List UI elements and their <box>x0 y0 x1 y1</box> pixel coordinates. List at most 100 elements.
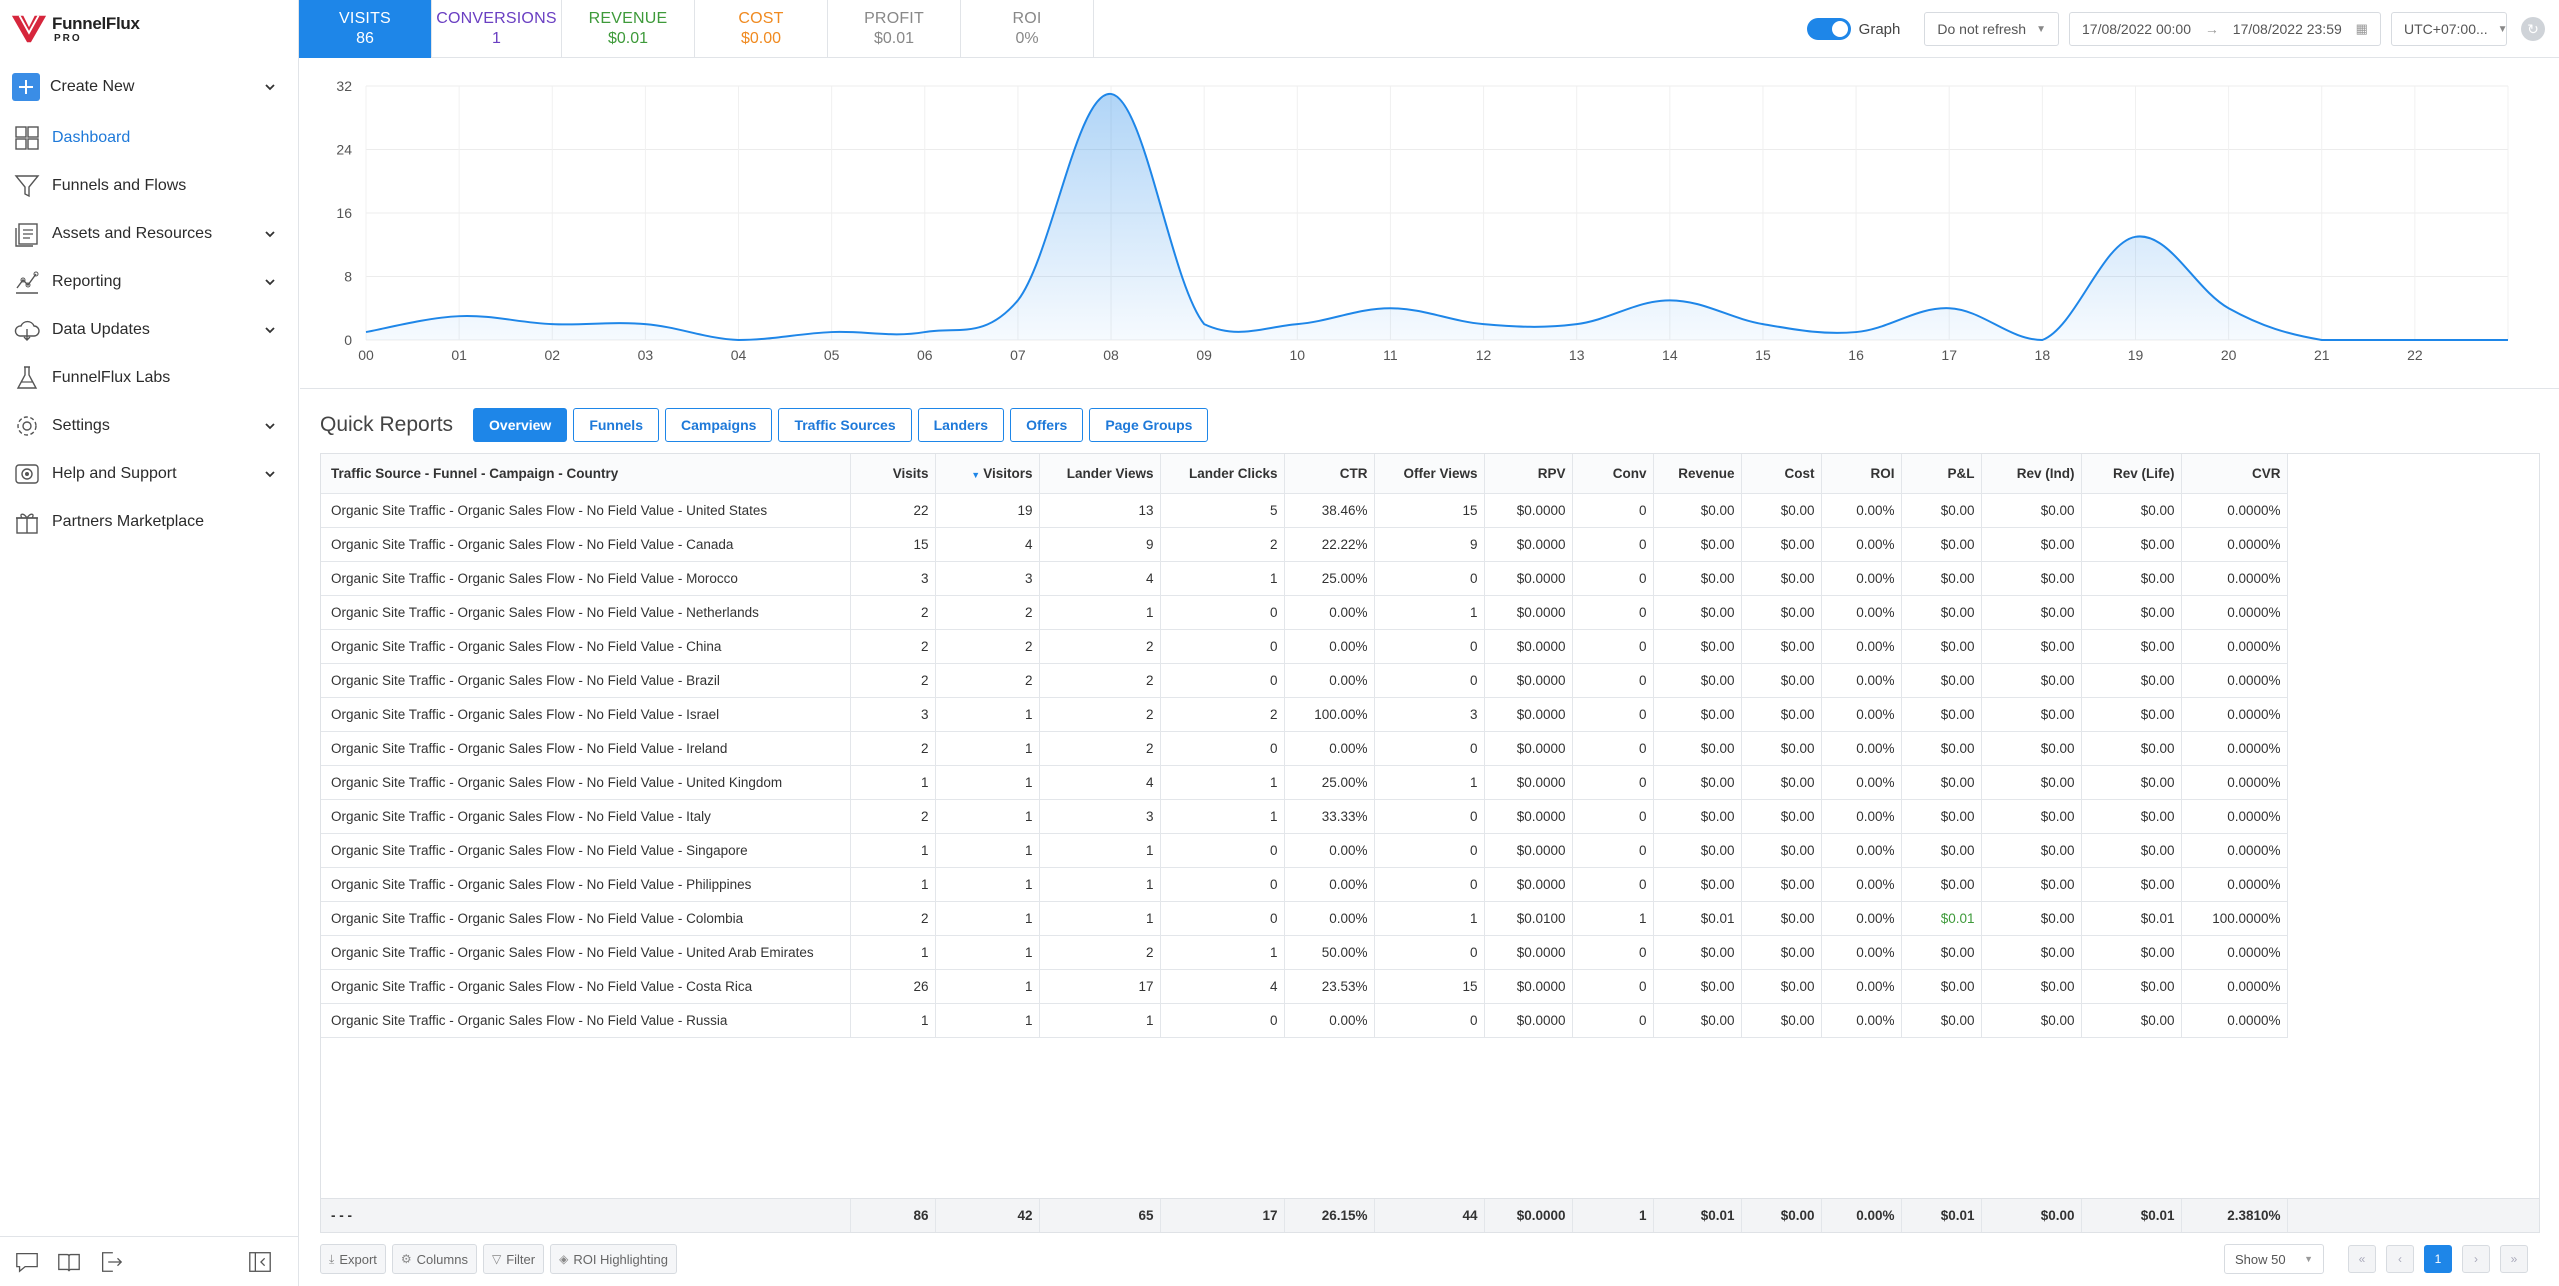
sidebar-item-reporting[interactable]: Reporting <box>0 258 298 306</box>
timezone-select[interactable]: UTC+07:00... ▼ <box>2391 12 2508 46</box>
column-header[interactable]: RPV <box>1484 454 1573 494</box>
tab-page-groups[interactable]: Page Groups <box>1089 408 1209 442</box>
column-header[interactable]: Offer Views <box>1374 454 1485 494</box>
table-row[interactable]: Organic Site Traffic - Organic Sales Flo… <box>321 493 2288 528</box>
column-header[interactable]: Revenue <box>1653 454 1742 494</box>
table-cell: $0.00 <box>1741 969 1822 1004</box>
sidebar-item-funnelflux-labs[interactable]: FunnelFlux Labs <box>0 354 298 402</box>
sidebar-item-funnels-and-flows[interactable]: Funnels and Flows <box>0 162 298 210</box>
graph-toggle[interactable] <box>1806 18 1851 40</box>
sidebar-item-create-new[interactable]: Create New <box>0 60 298 114</box>
column-header[interactable]: CVR <box>2181 454 2288 494</box>
prev-page-icon[interactable]: ‹ <box>2386 1245 2414 1273</box>
date-range-picker[interactable]: 17/08/2022 00:00 → 17/08/2022 23:59 ▦ <box>2069 12 2381 46</box>
sidebar-item-help-and-support[interactable]: Help and Support <box>0 450 298 498</box>
table-cell: 1 <box>1039 901 1161 936</box>
column-header[interactable]: CTR <box>1284 454 1375 494</box>
sidebar-item-settings[interactable]: Settings <box>0 402 298 450</box>
table-row[interactable]: Organic Site Traffic - Organic Sales Flo… <box>321 527 2288 562</box>
table-cell: 2 <box>850 799 936 834</box>
column-header[interactable]: ▼ Visitors <box>935 454 1040 494</box>
table-row[interactable]: Organic Site Traffic - Organic Sales Flo… <box>321 1003 2288 1038</box>
column-header[interactable]: Traffic Source - Funnel - Campaign - Cou… <box>321 454 851 494</box>
tab-campaigns[interactable]: Campaigns <box>664 408 773 442</box>
column-header[interactable]: Conv <box>1572 454 1654 494</box>
table-cell: 0 <box>1572 799 1654 834</box>
stat-roi[interactable]: ROI 0% <box>961 0 1094 58</box>
totals-row: - - -86 42 65 17 26.15% 44 $0.0000 1 $0.01 $0.00 0… <box>321 1199 2288 1232</box>
table-row[interactable]: Organic Site Traffic - Organic Sales Flo… <box>321 901 2288 936</box>
chevron-down-icon: ▼ <box>2036 23 2046 35</box>
table-cell: 0 <box>1572 935 1654 970</box>
table-row[interactable]: Organic Site Traffic - Organic Sales Flo… <box>321 969 2288 1004</box>
stat-profit[interactable]: PROFIT $0.01 <box>828 0 961 58</box>
table-cell: 1 <box>1572 901 1654 936</box>
column-header[interactable]: Rev (Life) <box>2081 454 2182 494</box>
tab-overview[interactable]: Overview <box>473 408 568 442</box>
tab-landers[interactable]: Landers <box>917 408 1005 442</box>
column-header[interactable]: P&L <box>1901 454 1982 494</box>
table-row[interactable]: Organic Site Traffic - Organic Sales Flo… <box>321 867 2288 902</box>
quick-reports-header: Quick Reports Overview Funnels Campaigns… <box>320 406 1214 444</box>
stat-visits[interactable]: VISITS 86 <box>299 0 432 58</box>
table-row[interactable]: Organic Site Traffic - Organic Sales Flo… <box>321 561 2288 596</box>
stat-revenue[interactable]: REVENUE $0.01 <box>562 0 695 58</box>
table-cell: 1 <box>1160 799 1285 834</box>
page-current[interactable]: 1 <box>2424 1245 2452 1273</box>
table-totals: - - -86 42 65 17 26.15% 44 $0.0000 1 $0.01 $0.00 0… <box>320 1198 2540 1233</box>
roi-highlighting-button[interactable]: ◈ ROI Highlighting <box>550 1244 677 1274</box>
last-page-icon[interactable]: » <box>2500 1245 2528 1273</box>
stat-conversions[interactable]: CONVERSIONS 1 <box>432 0 562 58</box>
table-row[interactable]: Organic Site Traffic - Organic Sales Flo… <box>321 935 2288 970</box>
refresh-select[interactable]: Do not refresh ▼ <box>1924 12 2059 46</box>
filter-button[interactable]: ▽ Filter <box>482 1244 545 1274</box>
book-icon[interactable] <box>54 1247 84 1277</box>
export-button[interactable]: ⤓ Export <box>320 1244 386 1274</box>
tab-traffic-sources[interactable]: Traffic Sources <box>778 408 912 442</box>
table-row[interactable]: Organic Site Traffic - Organic Sales Flo… <box>321 663 2288 698</box>
column-header[interactable]: Lander Clicks <box>1160 454 1285 494</box>
table-cell: 23.53% <box>1284 969 1375 1004</box>
table-cell: 1 <box>935 765 1040 800</box>
chart-series-area <box>366 93 2508 340</box>
table-row[interactable]: Organic Site Traffic - Organic Sales Flo… <box>321 697 2288 732</box>
column-header[interactable]: Visits <box>850 454 936 494</box>
table-cell: $0.00 <box>2081 663 2182 698</box>
brand-logo[interactable]: FunnelFlux PRO <box>0 0 298 58</box>
sidebar-item-assets-and-resources[interactable]: Assets and Resources <box>0 210 298 258</box>
next-page-icon[interactable]: › <box>2462 1245 2490 1273</box>
sort-desc-icon: ▼ <box>971 469 981 480</box>
table-cell: 0 <box>1572 493 1654 528</box>
table-row[interactable]: Organic Site Traffic - Organic Sales Flo… <box>321 629 2288 664</box>
sidebar-item-dashboard[interactable]: Dashboard <box>0 114 298 162</box>
table-row[interactable]: Organic Site Traffic - Organic Sales Flo… <box>321 765 2288 800</box>
table-cell: 0.0000% <box>2181 765 2288 800</box>
columns-button[interactable]: ⚙ Columns <box>391 1244 477 1274</box>
table-cell: 0 <box>1572 731 1654 766</box>
table-row[interactable]: Organic Site Traffic - Organic Sales Flo… <box>321 799 2288 834</box>
table-row[interactable]: Organic Site Traffic - Organic Sales Flo… <box>321 731 2288 766</box>
logout-icon[interactable] <box>96 1247 126 1277</box>
table-cell: 1 <box>850 867 936 902</box>
funnelflux-logo-icon <box>11 15 47 43</box>
table-row[interactable]: Organic Site Traffic - Organic Sales Flo… <box>321 595 2288 630</box>
column-header[interactable]: Cost <box>1741 454 1822 494</box>
table-cell: $0.00 <box>1653 969 1742 1004</box>
table-cell: $0.00 <box>2081 493 2182 528</box>
tab-offers[interactable]: Offers <box>1010 408 1084 442</box>
column-header[interactable]: ROI <box>1821 454 1902 494</box>
sidebar-item-partners-marketplace[interactable]: Partners Marketplace <box>0 498 298 546</box>
column-header[interactable]: Lander Views <box>1039 454 1161 494</box>
table-cell: 25.00% <box>1284 765 1375 800</box>
first-page-icon[interactable]: « <box>2348 1245 2376 1273</box>
column-header[interactable]: Rev (Ind) <box>1981 454 2082 494</box>
chat-icon[interactable] <box>12 1247 42 1277</box>
refresh-icon[interactable]: ↻ <box>2521 17 2545 41</box>
sidebar-item-data-updates[interactable]: Data Updates <box>0 306 298 354</box>
table-row[interactable]: Organic Site Traffic - Organic Sales Flo… <box>321 833 2288 868</box>
collapse-sidebar-icon[interactable] <box>245 1247 275 1277</box>
tab-funnels[interactable]: Funnels <box>573 408 659 442</box>
page-size-select[interactable]: Show 50 ▼ <box>2224 1244 2324 1274</box>
table-cell: 0.00% <box>1821 493 1902 528</box>
stat-cost[interactable]: COST $0.00 <box>695 0 828 58</box>
